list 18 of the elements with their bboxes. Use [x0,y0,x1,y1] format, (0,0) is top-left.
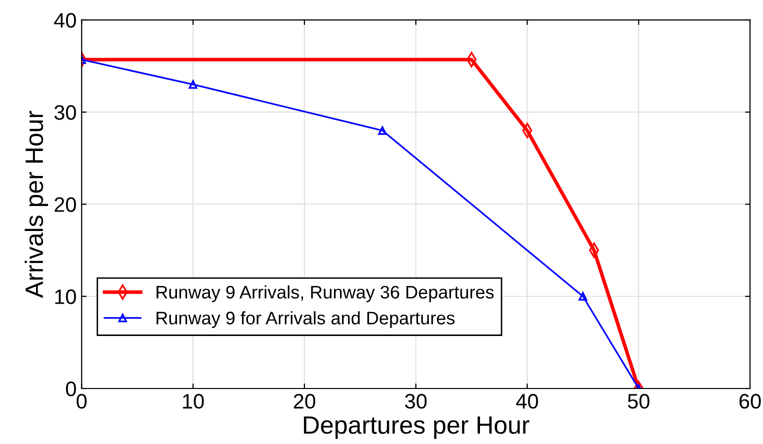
y-tick-label: 30 [54,105,76,120]
y-axis-title: Arrivals per Hour [24,110,48,298]
y-tick-label: 20 [54,197,76,212]
x-tick-label: 10 [183,394,204,409]
legend-label: Runway 9 for Arrivals and Departures [156,311,455,328]
y-tick-label: 0 [66,382,76,396]
x-tick-label: 50 [628,394,650,409]
x-tick-label: 0 [76,394,87,409]
x-tick-label: 40 [516,394,538,409]
x-axis-title: Departures per Hour [304,416,530,439]
legend-label: Runway 9 Arrivals, Runway 36 Departures [156,285,494,302]
y-tick-label: 10 [55,289,76,304]
x-tick-label: 30 [405,394,427,409]
y-tick-label: 40 [54,12,76,28]
point [578,292,588,301]
x-tick-label: 60 [740,394,761,409]
x-tick-label: 20 [294,394,316,409]
point [378,126,387,135]
